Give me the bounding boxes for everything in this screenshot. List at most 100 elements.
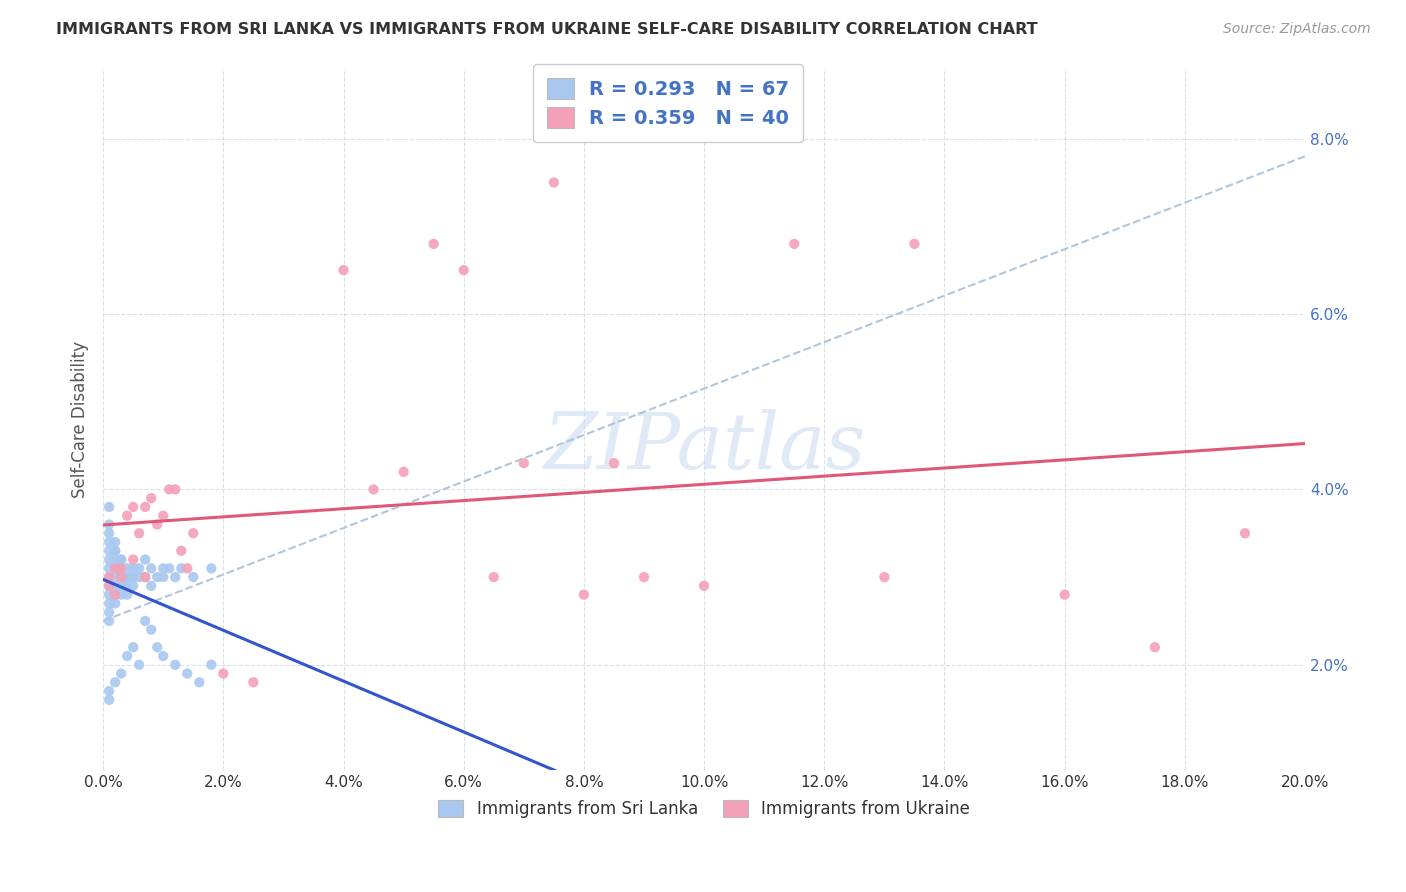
Point — [98, 570, 121, 584]
Point — [98, 605, 121, 619]
Point — [115, 570, 138, 584]
Point — [1233, 526, 1256, 541]
Point — [134, 570, 156, 584]
Point — [115, 579, 138, 593]
Point — [122, 640, 145, 655]
Point — [181, 570, 204, 584]
Point — [332, 263, 354, 277]
Point — [110, 588, 132, 602]
Point — [104, 535, 127, 549]
Point — [141, 579, 163, 593]
Point — [115, 570, 138, 584]
Point — [104, 561, 127, 575]
Legend: Immigrants from Sri Lanka, Immigrants from Ukraine: Immigrants from Sri Lanka, Immigrants fr… — [432, 793, 977, 825]
Point — [98, 552, 121, 566]
Point — [104, 596, 127, 610]
Point — [212, 666, 235, 681]
Point — [693, 579, 716, 593]
Point — [141, 491, 163, 505]
Point — [98, 535, 121, 549]
Point — [873, 570, 896, 584]
Point — [422, 236, 444, 251]
Point — [104, 552, 127, 566]
Point — [104, 543, 127, 558]
Point — [122, 579, 145, 593]
Point — [98, 579, 121, 593]
Point — [110, 579, 132, 593]
Point — [98, 543, 121, 558]
Text: ZIPatlas: ZIPatlas — [543, 409, 865, 485]
Point — [572, 588, 595, 602]
Point — [157, 483, 180, 497]
Point — [146, 570, 169, 584]
Point — [104, 561, 127, 575]
Point — [188, 675, 211, 690]
Point — [200, 657, 222, 672]
Point — [146, 517, 169, 532]
Point — [134, 552, 156, 566]
Point — [110, 570, 132, 584]
Point — [115, 588, 138, 602]
Point — [903, 236, 925, 251]
Point — [176, 561, 198, 575]
Point — [1143, 640, 1166, 655]
Point — [170, 561, 193, 575]
Point — [98, 561, 121, 575]
Point — [104, 570, 127, 584]
Point — [152, 508, 174, 523]
Point — [115, 561, 138, 575]
Point — [242, 675, 264, 690]
Point — [98, 579, 121, 593]
Point — [134, 500, 156, 514]
Point — [110, 561, 132, 575]
Point — [122, 561, 145, 575]
Point — [98, 693, 121, 707]
Point — [98, 517, 121, 532]
Point — [181, 526, 204, 541]
Point — [122, 500, 145, 514]
Point — [363, 483, 385, 497]
Point — [115, 648, 138, 663]
Point — [98, 596, 121, 610]
Point — [165, 570, 187, 584]
Point — [128, 561, 150, 575]
Point — [176, 666, 198, 681]
Point — [110, 552, 132, 566]
Point — [513, 456, 536, 470]
Point — [122, 552, 145, 566]
Point — [104, 588, 127, 602]
Point — [543, 176, 565, 190]
Point — [110, 552, 132, 566]
Point — [152, 561, 174, 575]
Point — [453, 263, 475, 277]
Point — [141, 623, 163, 637]
Point — [98, 684, 121, 698]
Point — [603, 456, 626, 470]
Point — [104, 543, 127, 558]
Point — [104, 588, 127, 602]
Text: Source: ZipAtlas.com: Source: ZipAtlas.com — [1223, 22, 1371, 37]
Point — [98, 588, 121, 602]
Point — [110, 666, 132, 681]
Point — [122, 570, 145, 584]
Point — [141, 561, 163, 575]
Point — [110, 561, 132, 575]
Y-axis label: Self-Care Disability: Self-Care Disability — [72, 341, 89, 498]
Point — [1053, 588, 1076, 602]
Point — [128, 570, 150, 584]
Point — [165, 483, 187, 497]
Point — [170, 543, 193, 558]
Point — [146, 640, 169, 655]
Point — [128, 526, 150, 541]
Point — [104, 675, 127, 690]
Point — [98, 570, 121, 584]
Point — [104, 579, 127, 593]
Point — [128, 657, 150, 672]
Point — [482, 570, 505, 584]
Point — [152, 570, 174, 584]
Text: IMMIGRANTS FROM SRI LANKA VS IMMIGRANTS FROM UKRAINE SELF-CARE DISABILITY CORREL: IMMIGRANTS FROM SRI LANKA VS IMMIGRANTS … — [56, 22, 1038, 37]
Point — [152, 648, 174, 663]
Point — [98, 500, 121, 514]
Point — [134, 614, 156, 628]
Point — [115, 508, 138, 523]
